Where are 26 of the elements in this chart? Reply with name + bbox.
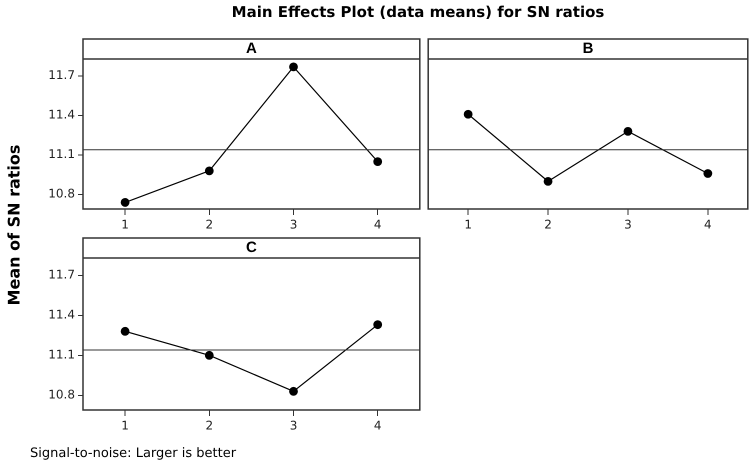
x-tick-label: 3 bbox=[290, 217, 298, 232]
y-tick-label: 11.7 bbox=[48, 68, 75, 82]
chart-title: A bbox=[246, 40, 257, 58]
y-tick-label: 10.8 bbox=[48, 186, 75, 201]
chart-title: C bbox=[246, 239, 257, 256]
x-tick-label: 2 bbox=[544, 217, 552, 232]
y-tick-label: 11.4 bbox=[48, 307, 75, 322]
y-tick-label: 11.4 bbox=[48, 108, 75, 122]
y-tick-label: 11.1 bbox=[48, 147, 75, 162]
x-tick-label: 4 bbox=[374, 217, 382, 232]
y-tick-label: 11.1 bbox=[48, 347, 75, 362]
y-tick-label: 10.8 bbox=[48, 387, 75, 402]
x-tick-label: 4 bbox=[704, 217, 712, 232]
x-tick-label: 4 bbox=[374, 418, 382, 432]
x-tick-label: 1 bbox=[121, 217, 129, 232]
x-tick-label: 1 bbox=[464, 217, 472, 232]
x-tick-label: 2 bbox=[205, 418, 214, 432]
y-axis-title: Mean of SN ratios bbox=[4, 144, 24, 306]
y-tick-label: 11.7 bbox=[48, 267, 75, 282]
text: Main Effects Plot (data means) for SN ratios bbox=[230, 3, 606, 21]
x-tick-label: 2 bbox=[205, 217, 214, 232]
x-tick-label: 1 bbox=[121, 418, 129, 432]
x-tick-label: 3 bbox=[290, 418, 298, 432]
x-tick-label: 3 bbox=[624, 217, 632, 232]
text: Signal-to-noise: Larger is better bbox=[30, 446, 236, 461]
chart-title: B bbox=[582, 40, 594, 58]
